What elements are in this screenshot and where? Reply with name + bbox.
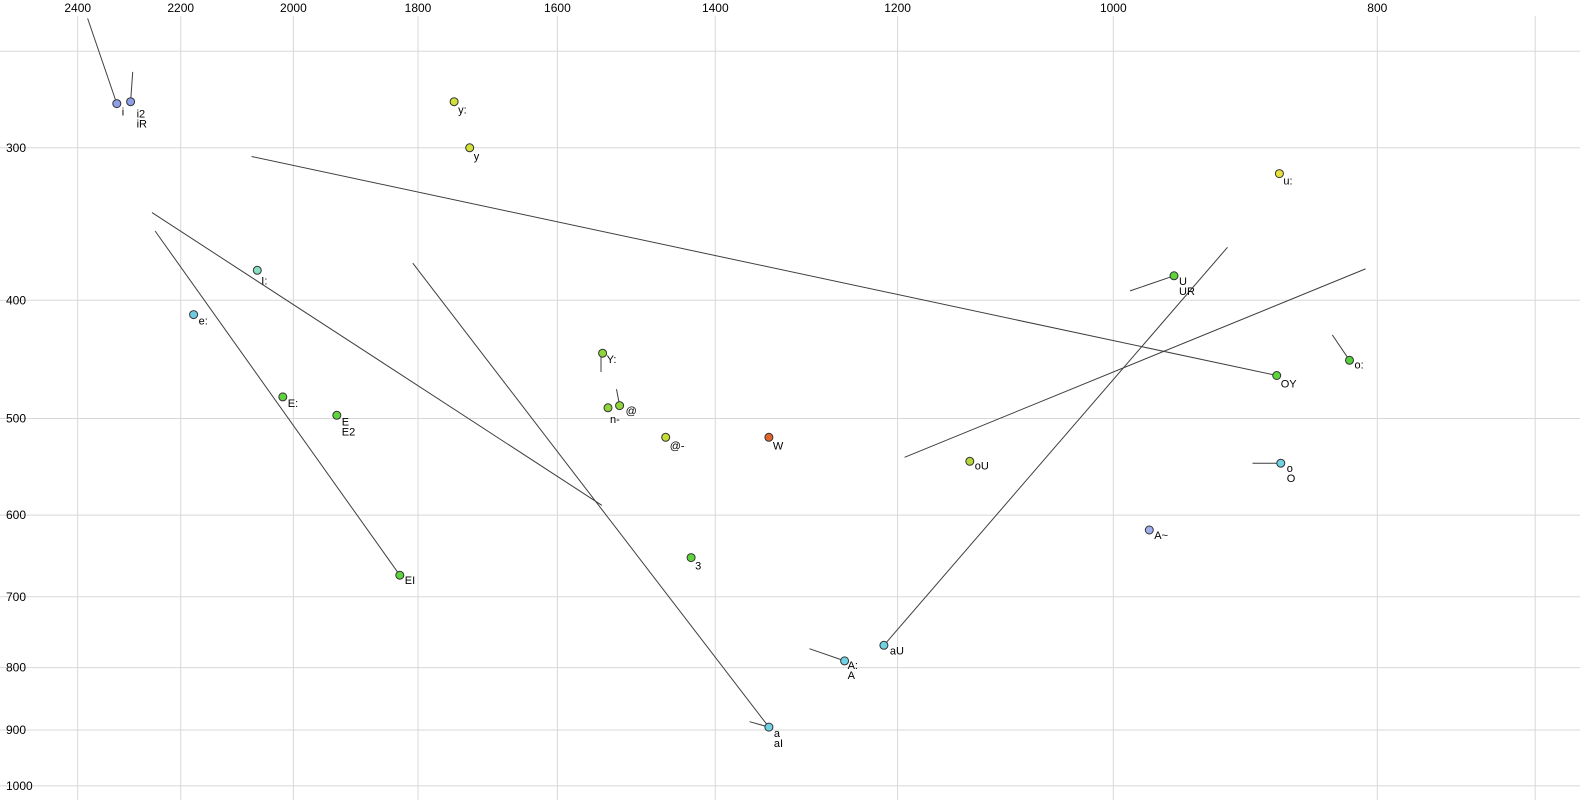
- vowel-label-3: 3: [695, 561, 701, 573]
- y-axis-tick-label: 600: [6, 508, 26, 522]
- vowel-point-e[interactable]: [332, 410, 342, 420]
- vowel-label-a: A~: [1154, 530, 1168, 542]
- vowel-point-3[interactable]: [686, 553, 696, 563]
- vowel-label-ei: EI: [405, 575, 415, 587]
- vowel-point-i[interactable]: [252, 265, 262, 275]
- vowel-point-i[interactable]: [112, 99, 122, 109]
- y-axis-tick-label: 300: [6, 141, 26, 155]
- trajectory-line: [412, 262, 770, 728]
- trajectory-line: [151, 212, 603, 506]
- vowel-point-ou[interactable]: [965, 456, 975, 466]
- vowel-label-u: UR: [1179, 286, 1195, 298]
- vowel-label-w: W: [773, 440, 784, 452]
- x-axis-tick-label: 2000: [280, 1, 307, 15]
- vowel-label-e: E2: [342, 426, 355, 438]
- vowel-label-ou: oU: [975, 460, 989, 472]
- trajectory-line: [883, 246, 1228, 646]
- x-axis-tick-label: 2200: [167, 1, 194, 15]
- x-axis-tick-label: 1800: [405, 1, 432, 15]
- vowel-label-oy: OY: [1281, 379, 1298, 391]
- trajectory-line: [904, 268, 1366, 458]
- vowel-label-i2: i2: [137, 109, 146, 121]
- vowel-point-point[interactable]: [661, 432, 671, 442]
- x-axis-tick-label: 2400: [64, 1, 91, 15]
- vowel-point-point[interactable]: [615, 401, 625, 411]
- vowel-point-y[interactable]: [465, 143, 475, 153]
- vowel-point-au[interactable]: [879, 640, 889, 650]
- vowel-point-w[interactable]: [764, 432, 774, 442]
- vowel-label-point: @-: [670, 440, 685, 452]
- y-axis-tick-label: 400: [6, 293, 26, 307]
- vowel-label-n: n-: [610, 414, 620, 426]
- vowel-point-o[interactable]: [1345, 355, 1354, 365]
- vowel-point-o[interactable]: [1276, 458, 1286, 468]
- trajectory-line: [130, 71, 134, 102]
- y-axis-tick-label: 1000: [6, 779, 33, 793]
- vowel-point-a[interactable]: [1144, 525, 1154, 535]
- x-axis-tick-label: 1400: [702, 1, 729, 15]
- vowel-point-ei[interactable]: [395, 570, 405, 580]
- trajectory-line: [809, 648, 845, 662]
- vowel-point-u[interactable]: [1274, 169, 1284, 179]
- vowel-label-a: aI: [774, 738, 783, 750]
- vowel-label-u: U: [1179, 276, 1187, 288]
- vowel-point-a[interactable]: [764, 722, 774, 732]
- trajectory-line: [1331, 334, 1350, 361]
- vowel-label-au: aU: [890, 645, 904, 657]
- vowel-label-i2: iR: [137, 119, 147, 131]
- vowel-label-o: o: [1287, 463, 1293, 475]
- vowel-label-o: o:: [1355, 359, 1364, 371]
- vowel-point-e[interactable]: [189, 310, 199, 320]
- vowel-label-a: A:: [848, 660, 858, 672]
- trajectory-line: [251, 156, 1277, 376]
- x-axis-tick-label: 1000: [1100, 1, 1127, 15]
- trajectory-line: [154, 230, 401, 576]
- vowel-point-e[interactable]: [278, 392, 288, 402]
- vowel-label-e: E: [342, 416, 349, 428]
- vowel-point-a[interactable]: [840, 656, 850, 666]
- vowel-label-o: O: [1287, 473, 1296, 485]
- vowel-label-i: I:: [261, 275, 267, 287]
- vowel-point-u[interactable]: [1169, 271, 1179, 281]
- vowel-point-y[interactable]: [598, 348, 608, 358]
- trajectory-line: [87, 18, 118, 104]
- vowel-point-y[interactable]: [449, 97, 459, 107]
- vowel-label-a: a: [774, 728, 781, 740]
- trajectory-line: [1129, 275, 1175, 292]
- y-axis-tick-label: 500: [6, 412, 26, 426]
- x-axis-tick-label: 1200: [884, 1, 911, 15]
- vowel-label-a: A: [848, 670, 856, 682]
- vowel-label-e: e:: [199, 316, 208, 328]
- vowel-point-n[interactable]: [603, 403, 613, 413]
- vowel-point-oy[interactable]: [1272, 371, 1282, 380]
- vowel-label-u: u:: [1283, 176, 1292, 188]
- vowel-label-y: Y:: [607, 354, 617, 366]
- y-axis-tick-label: 700: [6, 590, 26, 604]
- y-axis-tick-label: 800: [6, 661, 26, 675]
- vowel-label-point: @: [626, 406, 637, 418]
- vowel-label-y: y:: [458, 105, 467, 117]
- vowel-label-i: i: [122, 107, 124, 119]
- x-axis-tick-label: 800: [1367, 1, 1387, 15]
- x-axis-tick-label: 1600: [544, 1, 571, 15]
- vowel-point-i2[interactable]: [126, 97, 136, 107]
- vowel-label-e: E:: [288, 398, 298, 410]
- y-axis-tick-label: 900: [6, 723, 26, 737]
- vowel-label-y: y: [474, 151, 480, 163]
